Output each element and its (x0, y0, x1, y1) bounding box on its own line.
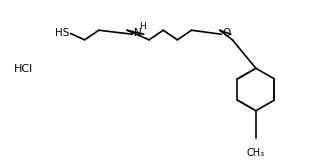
Text: O: O (222, 28, 230, 38)
Text: H: H (139, 22, 146, 31)
Text: N: N (134, 28, 142, 38)
Text: CH₃: CH₃ (247, 148, 265, 158)
Text: HS: HS (55, 28, 69, 38)
Text: HCl: HCl (14, 64, 33, 74)
